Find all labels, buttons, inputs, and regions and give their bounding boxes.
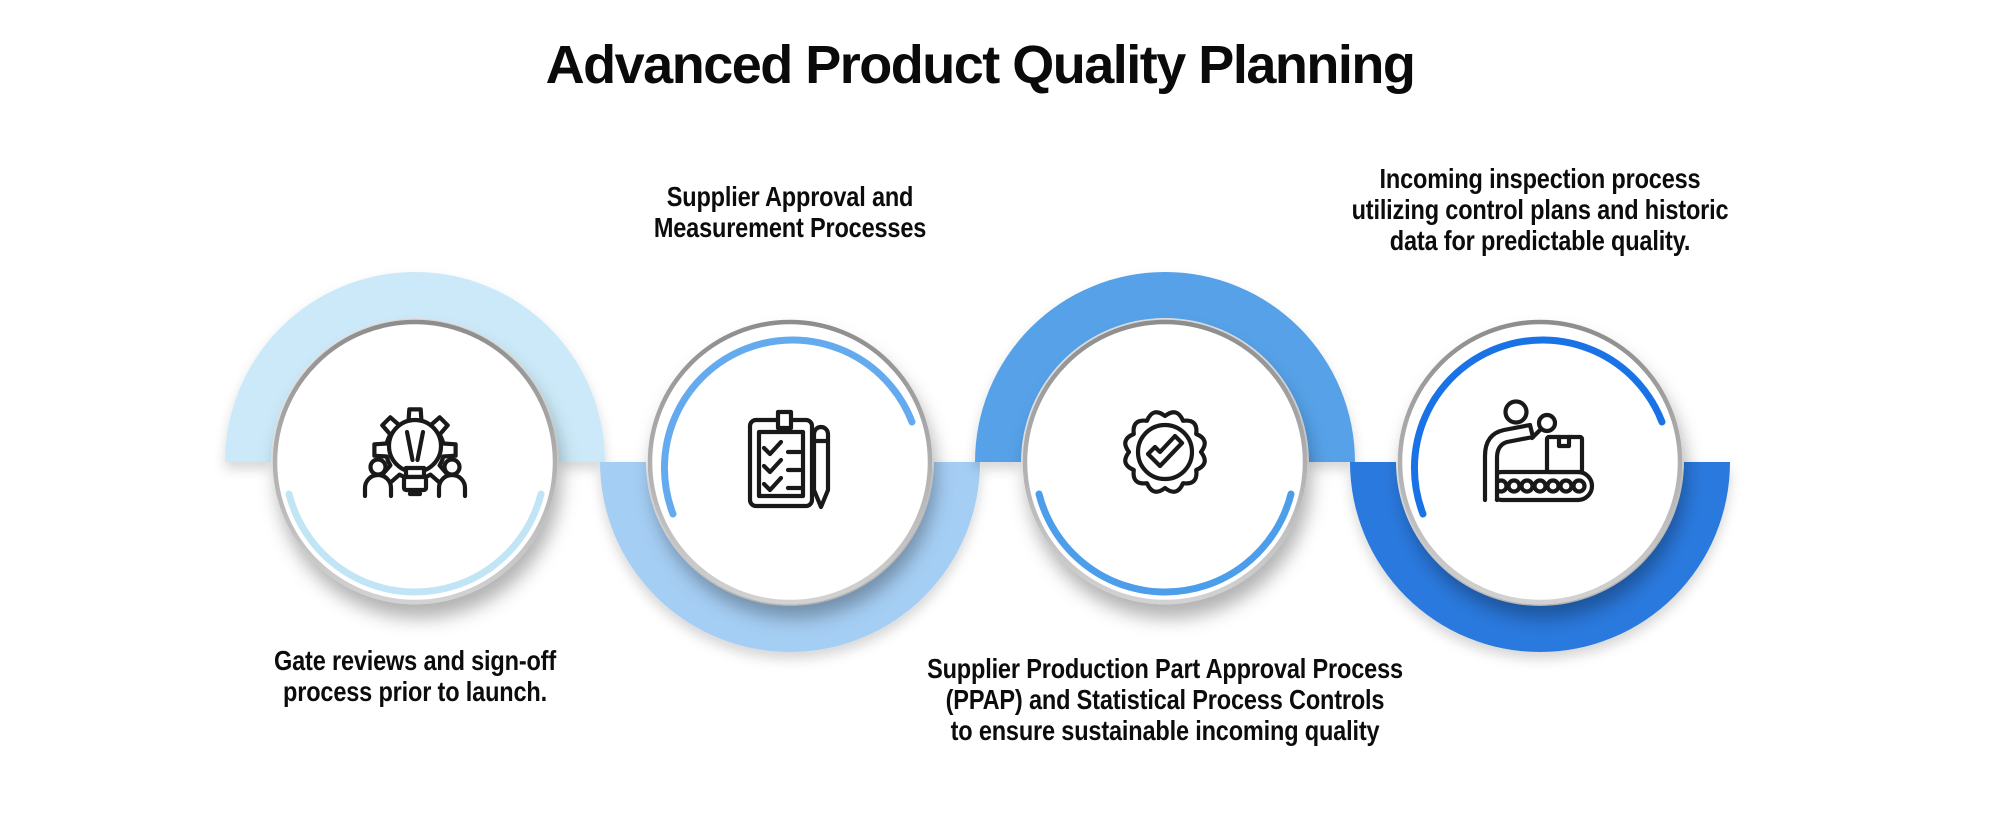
step-1-label: Gate reviews and sign-off process prior … xyxy=(273,645,557,707)
step-2-accent-arc xyxy=(660,336,916,518)
approved-badge-check-icon xyxy=(1123,410,1207,494)
step-2-graphic xyxy=(647,319,933,605)
step-4-graphic xyxy=(1397,319,1683,605)
incoming-inspection-conveyor-icon xyxy=(1482,399,1595,503)
step-4-label: Incoming inspection process utilizing co… xyxy=(1351,163,1729,256)
page-title: Advanced Product Quality Planning xyxy=(545,35,1416,95)
step-1-arc-ring xyxy=(225,272,605,462)
step-3-graphic xyxy=(1022,319,1308,605)
step-3-accent-arc xyxy=(1035,490,1295,596)
step-4-arc-ring xyxy=(1350,462,1730,652)
step-4-accent-arc xyxy=(1410,336,1666,518)
step-3-label: Supplier Production Part Approval Proces… xyxy=(927,653,1403,746)
chain-arcs xyxy=(225,272,1730,652)
clipboard-checklist-pencil-icon xyxy=(747,409,831,510)
step-2-arc-ring xyxy=(600,462,980,652)
idea-gear-team-icon xyxy=(362,407,468,499)
step-1-accent-arc xyxy=(285,490,545,596)
step-3-arc-ring xyxy=(975,272,1355,462)
step-1-graphic xyxy=(272,319,558,605)
step-2-label: Supplier Approval and Measurement Proces… xyxy=(653,181,927,243)
step-4-circle xyxy=(1397,319,1683,605)
